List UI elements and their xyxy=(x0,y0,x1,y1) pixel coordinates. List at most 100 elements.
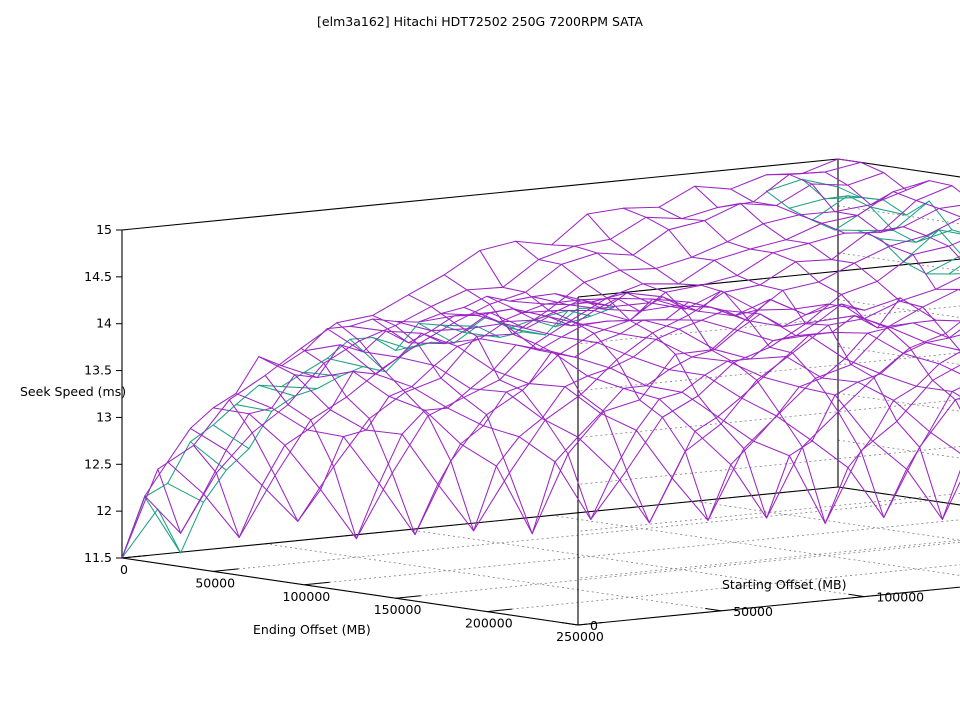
top-left-edge xyxy=(121,158,839,231)
z-tick-label: 12.5 xyxy=(84,456,112,471)
mesh-col-line xyxy=(326,276,960,524)
mesh-row-line xyxy=(193,292,651,539)
mesh-secondary-col-line xyxy=(811,195,885,221)
mesh-secondary-col-line xyxy=(144,496,182,554)
axis-tick-marks xyxy=(116,229,865,626)
mesh-secondary-col-line xyxy=(788,196,862,209)
mesh-secondary-col-line xyxy=(303,371,341,377)
mesh-col-line xyxy=(167,172,885,539)
mesh-secondary-col-line xyxy=(189,441,227,471)
mesh-secondary-col-line xyxy=(879,229,953,243)
mesh-col-line xyxy=(235,185,953,536)
y-tick xyxy=(705,607,722,612)
mesh-col-line xyxy=(395,320,960,524)
mesh-col-line xyxy=(212,180,930,540)
mesh-col-line xyxy=(509,297,960,375)
base-grid-y xyxy=(551,515,960,576)
mesh-col-line xyxy=(372,318,960,519)
wall-grid-left xyxy=(837,205,960,225)
z-tick-label: 11.5 xyxy=(84,550,112,565)
mesh-col-line xyxy=(258,204,960,532)
wall-grid-right xyxy=(577,539,960,579)
mesh-row-line xyxy=(801,171,960,218)
mesh-col-line xyxy=(417,311,960,519)
wall-grid-right xyxy=(577,493,960,532)
mesh-col-line xyxy=(121,158,839,559)
mesh-row-line xyxy=(515,240,960,519)
mesh-col-line xyxy=(463,306,960,454)
mesh-col-line xyxy=(531,296,960,351)
mesh-col-line xyxy=(349,288,960,521)
base-grid-y xyxy=(694,500,960,541)
mesh-row-line xyxy=(837,158,960,193)
base-rectangle xyxy=(121,486,960,626)
mesh-secondary-col-line xyxy=(167,482,204,503)
x-tick-label: 150000 xyxy=(374,602,422,617)
mesh-col-line xyxy=(303,240,960,521)
mesh-secondary-col-line xyxy=(509,327,546,336)
x-tick xyxy=(121,555,148,559)
x-tick xyxy=(304,581,330,586)
mesh-col-line xyxy=(577,290,960,322)
mesh-row-line xyxy=(765,173,960,260)
z-tick-label: 13.5 xyxy=(84,363,112,378)
y-tick-label: 50000 xyxy=(733,604,773,619)
mesh-secondary-row-line xyxy=(801,178,960,254)
mesh-secondary-col-line xyxy=(349,338,387,373)
x-tick xyxy=(213,568,239,572)
x-tick xyxy=(395,595,421,599)
wall-grid-left xyxy=(837,439,960,459)
mesh-col-line xyxy=(189,189,907,522)
mesh-secondary-col-line xyxy=(121,508,159,559)
mesh-secondary-row-line xyxy=(837,186,960,233)
mesh-secondary-col-line xyxy=(212,424,250,450)
mesh-secondary-row-line xyxy=(765,190,960,275)
z-tick-label: 15 xyxy=(96,222,112,237)
mesh-secondary-col-line xyxy=(326,357,364,368)
mesh-secondary-col-line xyxy=(925,255,960,275)
mesh-col-line xyxy=(554,292,960,339)
z-tick-label: 14 xyxy=(96,316,112,331)
y-tick xyxy=(561,622,579,626)
mesh-col-line xyxy=(486,295,960,397)
mesh-secondary-col-line xyxy=(372,336,410,350)
base-grid-y xyxy=(408,529,865,597)
wall-grid-right xyxy=(577,399,960,438)
mesh-secondary-col-line xyxy=(235,404,273,412)
base-grid-x xyxy=(395,541,960,599)
mesh-row-line xyxy=(586,213,960,519)
mesh-secondary-col-line xyxy=(463,331,501,338)
mesh-col-line xyxy=(440,308,960,520)
x-tick xyxy=(486,608,512,613)
x-tick xyxy=(577,622,604,626)
z-tick-label: 13 xyxy=(96,409,112,424)
y-axis-label: Starting Offset (MB) xyxy=(722,577,846,592)
z-axis-label: Seek Speed (ms) xyxy=(20,384,126,399)
y-tick-label: 0 xyxy=(590,618,598,633)
x-tick-label: 50000 xyxy=(195,575,235,590)
y-tick-label: 100000 xyxy=(876,590,924,605)
y-tick xyxy=(848,593,865,598)
x-axis-label: Ending Offset (MB) xyxy=(253,622,371,637)
base-grid-y xyxy=(837,486,960,506)
axis-tick-labels: 11.5 12 12.5 13 13.5 14 14.5 15 0 50000 100000 1500… xyxy=(84,222,924,644)
z-tick-label: 14.5 xyxy=(84,269,112,284)
mesh-secondary-col-line xyxy=(902,229,960,263)
page-title: [elm3a162] Hitachi HDT72502 250G 7200RPM… xyxy=(317,14,643,29)
base-grid-y xyxy=(265,543,722,612)
x-tick-label: 250000 xyxy=(556,629,604,644)
x-tick-label: 200000 xyxy=(465,616,513,631)
mesh-secondary-row-line xyxy=(121,307,579,559)
top-back-edge xyxy=(837,158,960,178)
surface-mesh-primary xyxy=(121,158,960,559)
mesh-row-line xyxy=(694,185,960,352)
mesh-secondary-col-line xyxy=(281,386,318,390)
x-tick-label: 100000 xyxy=(283,589,331,604)
x-tick-label: 0 xyxy=(120,562,128,577)
z-tick-label: 12 xyxy=(96,503,112,518)
mesh-col-line xyxy=(281,217,960,535)
wall-grid-left xyxy=(837,392,960,412)
mesh-secondary-col-line xyxy=(857,200,930,231)
